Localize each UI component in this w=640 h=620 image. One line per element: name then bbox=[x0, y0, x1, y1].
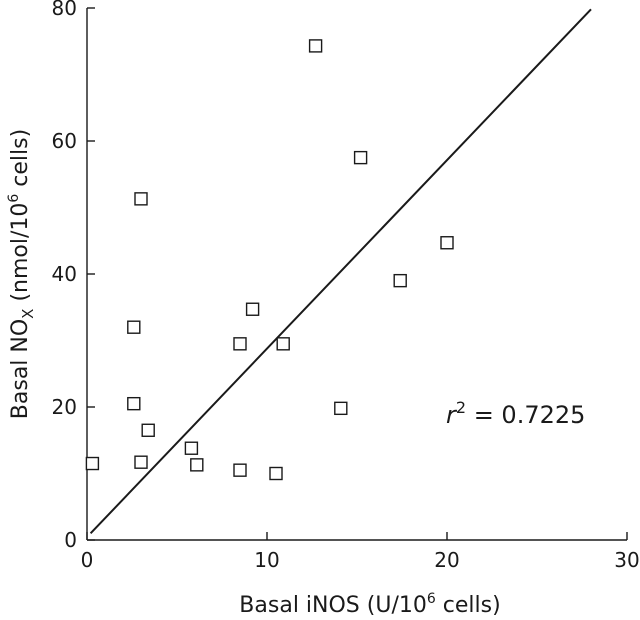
y-tick-label: 60 bbox=[52, 129, 77, 153]
data-point bbox=[127, 320, 141, 334]
x-tick-label: 20 bbox=[434, 548, 459, 572]
data-points bbox=[85, 39, 454, 481]
x-tick-label: 0 bbox=[81, 548, 94, 572]
data-point bbox=[233, 337, 247, 351]
y-tick-label: 20 bbox=[52, 395, 77, 419]
data-point bbox=[308, 39, 323, 53]
y-tick-label: 80 bbox=[52, 0, 77, 20]
r-squared-annotation: r2 = 0.7225 bbox=[446, 398, 585, 429]
regression-line bbox=[89, 8, 592, 535]
y-tick-label: 0 bbox=[64, 528, 77, 552]
data-point bbox=[190, 458, 204, 472]
data-point bbox=[245, 302, 260, 316]
x-ticks: 0 10 20 30 bbox=[81, 532, 640, 572]
x-axis-title: Basal iNOS (U/106 cells) bbox=[239, 591, 500, 618]
y-axis-title: Basal NOX (nmol/106 cells) bbox=[6, 129, 37, 419]
data-point bbox=[134, 455, 148, 469]
data-point bbox=[353, 150, 368, 165]
axes: 0 10 20 30 0 20 40 60 80 bbox=[52, 0, 640, 572]
data-point bbox=[440, 236, 454, 250]
y-tick-label: 40 bbox=[52, 262, 77, 286]
data-point bbox=[184, 441, 199, 455]
data-point bbox=[134, 192, 148, 206]
data-point bbox=[141, 423, 155, 437]
x-tick-label: 30 bbox=[614, 548, 639, 572]
x-tick-label: 10 bbox=[254, 548, 279, 572]
data-point bbox=[334, 401, 348, 416]
y-ticks: 0 20 40 60 80 bbox=[52, 0, 95, 552]
data-point bbox=[233, 463, 247, 477]
data-point bbox=[85, 456, 100, 471]
data-point bbox=[269, 466, 283, 481]
data-point bbox=[127, 396, 141, 411]
data-point bbox=[276, 337, 290, 351]
data-point bbox=[393, 273, 407, 288]
